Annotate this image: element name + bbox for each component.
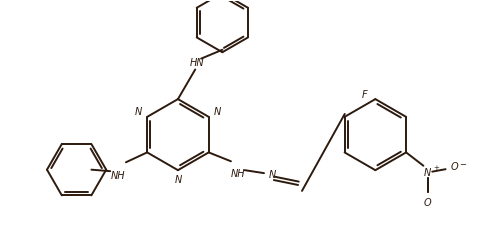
Text: N: N [174,175,182,185]
Text: N: N [135,107,142,117]
Text: −: − [460,160,467,169]
Text: N: N [214,107,221,117]
Text: F: F [362,90,367,100]
Text: +: + [433,165,439,171]
Text: NH: NH [110,171,125,181]
Text: O: O [424,198,432,208]
Text: NH: NH [231,169,246,179]
Text: O: O [451,162,458,172]
Text: N: N [424,168,432,178]
Text: N: N [268,170,275,180]
Text: HN: HN [190,58,204,68]
